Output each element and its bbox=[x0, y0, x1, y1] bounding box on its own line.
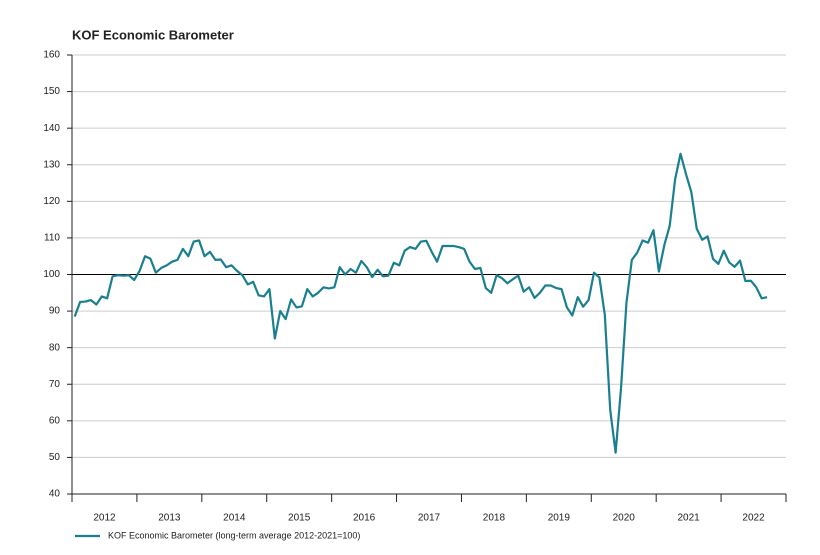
x-tick-label: 2020 bbox=[613, 513, 636, 524]
x-tick-label: 2012 bbox=[93, 513, 116, 524]
y-tick-label: 90 bbox=[49, 306, 61, 317]
x-tick-label: 2018 bbox=[483, 513, 506, 524]
x-tick-label: 2013 bbox=[158, 513, 181, 524]
y-tick-label: 160 bbox=[43, 50, 60, 61]
y-tick-label: 70 bbox=[49, 379, 61, 390]
x-tick-label: 2019 bbox=[548, 513, 571, 524]
y-tick-label: 40 bbox=[49, 489, 61, 500]
y-tick-label: 110 bbox=[44, 233, 60, 244]
y-tick-label: 100 bbox=[43, 269, 60, 280]
legend-label: KOF Economic Barometer (long-term averag… bbox=[108, 530, 360, 540]
y-tick-label: 140 bbox=[43, 123, 60, 134]
y-tick-label: 120 bbox=[43, 196, 60, 207]
x-tick-label: 2015 bbox=[288, 513, 311, 524]
x-tick-label: 2014 bbox=[223, 513, 246, 524]
y-tick-label: 80 bbox=[49, 342, 61, 353]
x-tick-label: 2022 bbox=[742, 513, 765, 524]
y-tick-label: 150 bbox=[43, 86, 60, 97]
x-tick-label: 2016 bbox=[353, 513, 376, 524]
y-tick-label: 60 bbox=[49, 415, 61, 426]
y-tick-label: 130 bbox=[43, 159, 60, 170]
x-tick-label: 2017 bbox=[418, 513, 441, 524]
y-tick-label: 50 bbox=[49, 452, 61, 463]
chart-title: KOF Economic Barometer bbox=[72, 27, 234, 42]
x-tick-label: 2021 bbox=[678, 513, 701, 524]
data-line bbox=[73, 152, 768, 454]
